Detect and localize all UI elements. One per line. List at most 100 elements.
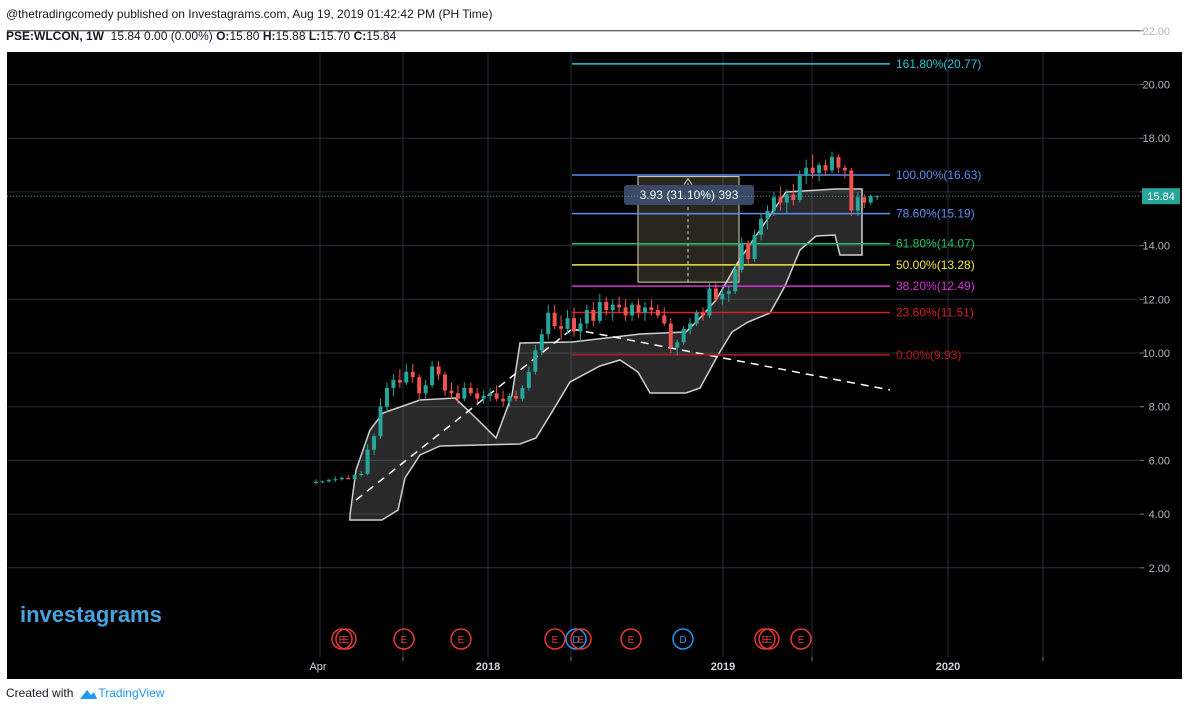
event-marker-label: D xyxy=(679,635,686,646)
candle-body xyxy=(597,301,602,321)
candle-body xyxy=(726,291,731,294)
candle-body xyxy=(410,371,415,378)
y-tick-label: 2.00 xyxy=(1149,563,1170,575)
candle-body xyxy=(759,218,764,235)
candle-body xyxy=(662,315,667,324)
candle-body xyxy=(572,318,576,332)
candle-body xyxy=(552,312,557,327)
candle-body xyxy=(675,342,680,348)
candle-body xyxy=(688,323,693,329)
event-marker-circle xyxy=(758,628,780,650)
event-marker-circle xyxy=(620,628,642,650)
low-label: L: xyxy=(308,29,321,43)
candle-body xyxy=(468,387,473,394)
tradingview-link[interactable]: TradingView xyxy=(76,686,164,700)
candle-body xyxy=(617,304,622,308)
event-marker-circle xyxy=(393,628,415,650)
candle-body xyxy=(339,477,344,480)
earnings-marker[interactable]: E xyxy=(335,628,357,650)
symbol-label: PSE:WLCON, 1W xyxy=(6,29,104,43)
candle-body xyxy=(546,312,551,335)
candle-body xyxy=(513,395,518,399)
event-marker-circle xyxy=(570,628,592,650)
ohlc-legend: PSE:WLCON, 1W 15.84 0.00 (0.00%) O:15.80… xyxy=(6,29,396,43)
candle-body xyxy=(797,175,802,200)
candle-body xyxy=(830,156,834,171)
event-marker-label: E xyxy=(401,635,408,646)
candle-body xyxy=(604,301,609,311)
earnings-marker[interactable]: E xyxy=(393,628,415,650)
candle-body xyxy=(565,318,570,329)
x-tick-label: 2018 xyxy=(476,661,500,673)
candle-body xyxy=(391,379,396,388)
candle-body xyxy=(326,479,331,482)
candle-body xyxy=(681,328,686,343)
price-chart[interactable]: 2.004.006.008.0010.0012.0014.0016.0018.0… xyxy=(0,0,1185,680)
earnings-marker[interactable]: E xyxy=(544,628,566,650)
event-marker-label: E xyxy=(339,635,346,646)
candle-body xyxy=(520,387,525,399)
publisher-line: @thetradingcomedy published on Investagr… xyxy=(6,7,493,21)
candle-body xyxy=(488,393,493,396)
watermark-logo: investagrams xyxy=(20,602,162,627)
candle-body xyxy=(333,479,338,481)
event-marker-circle xyxy=(565,628,587,650)
x-tick-label: 2020 xyxy=(936,661,960,673)
dividend-marker[interactable]: D xyxy=(565,628,587,650)
candle-body xyxy=(352,475,357,480)
candle-body xyxy=(320,481,325,483)
measure-label-box xyxy=(624,185,754,205)
event-marker-circle xyxy=(672,628,694,650)
earnings-marker[interactable]: E xyxy=(450,628,472,650)
fib-level-label: 161.80%(20.77) xyxy=(896,57,981,71)
candle-body xyxy=(507,395,512,402)
dividend-marker[interactable]: D xyxy=(672,628,694,650)
event-marker-label: E xyxy=(578,635,585,646)
tradingview-brand: TradingView xyxy=(98,686,165,700)
candle-body xyxy=(346,477,351,480)
candle-body xyxy=(855,197,860,211)
event-marker-circle xyxy=(335,628,357,650)
y-tick-label: 8.00 xyxy=(1149,402,1170,414)
earnings-marker[interactable]: E xyxy=(754,628,776,650)
event-marker-circle xyxy=(544,628,566,650)
candle-body xyxy=(417,377,422,394)
candle-body xyxy=(642,307,647,313)
candle-body xyxy=(462,387,467,399)
candle-body xyxy=(771,197,776,211)
candle-body xyxy=(694,312,699,324)
candle-body xyxy=(384,387,389,407)
earnings-marker[interactable]: E xyxy=(758,628,780,650)
trend-line-down xyxy=(571,328,891,391)
candle-body xyxy=(539,334,544,351)
price-axis[interactable] xyxy=(1140,52,1182,657)
candle-body xyxy=(623,307,628,316)
x-tick-label: Apr xyxy=(309,661,326,673)
candle-body xyxy=(404,371,409,383)
candle-body xyxy=(765,210,770,219)
event-marker-label: E xyxy=(628,635,635,646)
earnings-marker[interactable]: E xyxy=(331,628,353,650)
x-tick-label: 2019 xyxy=(711,661,735,673)
event-marker-circle xyxy=(790,628,812,650)
candle-body xyxy=(804,167,809,176)
fib-level-label: 0.00%(9.93) xyxy=(896,348,961,362)
candle-body xyxy=(578,323,583,332)
candle-body xyxy=(720,293,725,300)
candle-body xyxy=(817,165,822,174)
event-marker-label: E xyxy=(458,635,465,646)
earnings-marker[interactable]: E xyxy=(620,628,642,650)
candle-body xyxy=(378,406,383,437)
measure-label: 3.93 (31.10%) 393 xyxy=(640,188,739,202)
candle-body xyxy=(526,371,531,388)
candle-body xyxy=(778,197,783,203)
candle-body xyxy=(430,366,435,386)
candle-body xyxy=(849,170,854,211)
candle-body xyxy=(752,234,757,260)
y-tick-label: 20.00 xyxy=(1142,80,1170,92)
earnings-marker[interactable]: E xyxy=(570,628,592,650)
candle-body xyxy=(823,165,828,171)
time-axis[interactable] xyxy=(7,657,1182,679)
fib-level-label: 61.80%(14.07) xyxy=(896,237,975,251)
earnings-marker[interactable]: E xyxy=(790,628,812,650)
